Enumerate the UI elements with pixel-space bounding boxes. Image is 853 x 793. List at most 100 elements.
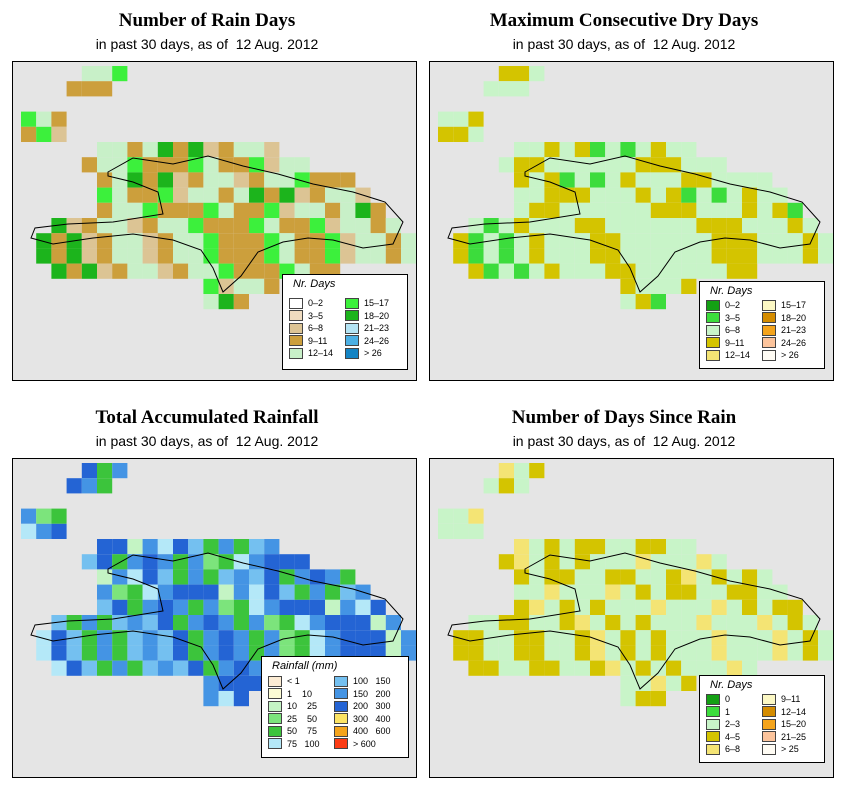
grid-cell bbox=[635, 554, 651, 570]
grid-cell bbox=[218, 294, 234, 310]
legend-label: 0–2 bbox=[308, 298, 324, 309]
grid-cell bbox=[127, 157, 143, 173]
grid-cell bbox=[325, 248, 341, 264]
grid-cell bbox=[294, 157, 310, 173]
grid-cell bbox=[590, 660, 606, 676]
grid-cell bbox=[81, 248, 97, 264]
legend-entry: 1 bbox=[706, 706, 740, 719]
legend-entry: > 25 bbox=[762, 743, 806, 756]
legend-entry: 9–11 bbox=[289, 335, 333, 348]
grid-cell bbox=[188, 599, 204, 615]
grid-cell bbox=[681, 142, 697, 158]
grid-cell bbox=[233, 248, 249, 264]
grid-cell bbox=[453, 111, 469, 127]
grid-cell bbox=[711, 599, 727, 615]
grid-cell bbox=[544, 645, 560, 661]
grid-cell bbox=[249, 599, 265, 615]
grid-cell bbox=[401, 233, 416, 249]
legend-swatch bbox=[289, 335, 303, 347]
grid-cell bbox=[514, 218, 530, 234]
grid-cell bbox=[605, 539, 621, 555]
legend-swatch bbox=[334, 675, 348, 687]
grid-cell bbox=[620, 691, 636, 707]
grid-cell bbox=[498, 463, 514, 479]
grid-cell bbox=[498, 81, 514, 97]
grid-cell bbox=[544, 157, 560, 173]
grid-cell bbox=[218, 599, 234, 615]
grid-cell bbox=[249, 172, 265, 188]
grid-cell bbox=[742, 630, 758, 646]
legend-label: 1 10 bbox=[287, 688, 313, 699]
grid-cell bbox=[574, 202, 590, 218]
grid-cell bbox=[666, 142, 682, 158]
grid-cell bbox=[650, 233, 666, 249]
panel-title: Total Accumulated Rainfall bbox=[95, 407, 319, 428]
grid-cell bbox=[605, 599, 621, 615]
grid-cell bbox=[514, 463, 530, 479]
grid-cell bbox=[51, 233, 67, 249]
grid-cell bbox=[498, 554, 514, 570]
grid-cell bbox=[468, 111, 484, 127]
legend-entry: 15–17 bbox=[345, 297, 389, 310]
grid-cell bbox=[218, 187, 234, 203]
grid-cell bbox=[742, 172, 758, 188]
grid-cell bbox=[66, 660, 82, 676]
grid-cell bbox=[544, 539, 560, 555]
legend-swatch bbox=[289, 322, 303, 334]
grid-cell bbox=[325, 615, 341, 631]
grid-cell bbox=[203, 660, 219, 676]
grid-cell bbox=[127, 233, 143, 249]
grid-cell bbox=[559, 263, 575, 279]
grid-cell bbox=[97, 478, 113, 494]
grid-cell bbox=[97, 157, 113, 173]
grid-cell bbox=[188, 218, 204, 234]
grid-cell bbox=[355, 218, 371, 234]
grid-cell bbox=[818, 645, 833, 661]
grid-cell bbox=[279, 630, 295, 646]
grid-cell bbox=[605, 142, 621, 158]
legend-col-right: 15–17 18–20 21–23 24–26 > 26 bbox=[762, 299, 806, 362]
grid-cell bbox=[157, 157, 173, 173]
grid-cell bbox=[590, 615, 606, 631]
grid-cell bbox=[483, 478, 499, 494]
panel-rain-days: Number of Rain Days in past 30 days, as … bbox=[0, 0, 417, 386]
grid-cell bbox=[787, 645, 803, 661]
grid-cell bbox=[696, 630, 712, 646]
legend-entry: 18–20 bbox=[345, 310, 389, 323]
grid-cell bbox=[188, 157, 204, 173]
grid-cell bbox=[97, 539, 113, 555]
grid-cell bbox=[173, 615, 189, 631]
grid-cell bbox=[620, 294, 636, 310]
grid-cell bbox=[173, 157, 189, 173]
grid-cell bbox=[681, 599, 697, 615]
grid-cell bbox=[112, 599, 128, 615]
grid-cell bbox=[51, 263, 67, 279]
legend-swatch bbox=[762, 743, 776, 755]
grid-cell bbox=[681, 539, 697, 555]
grid-cell bbox=[590, 569, 606, 585]
grid-cell bbox=[574, 660, 590, 676]
grid-cell bbox=[514, 660, 530, 676]
grid-cell bbox=[127, 630, 143, 646]
grid-cell bbox=[97, 66, 113, 82]
grid-cell bbox=[142, 202, 158, 218]
grid-cell bbox=[529, 584, 545, 600]
legend-entry: 50 75 bbox=[268, 725, 320, 738]
legend-swatch bbox=[289, 297, 303, 309]
grid-cell bbox=[249, 263, 265, 279]
grid-cell bbox=[666, 539, 682, 555]
grid-cell bbox=[325, 172, 341, 188]
grid-cell bbox=[514, 66, 530, 82]
grid-cell bbox=[772, 599, 788, 615]
grid-cell bbox=[681, 187, 697, 203]
grid-cell bbox=[559, 539, 575, 555]
grid-cell bbox=[590, 248, 606, 264]
grid-cell bbox=[97, 569, 113, 585]
grid-cell bbox=[483, 248, 499, 264]
grid-cell bbox=[97, 554, 113, 570]
legend-swatch bbox=[706, 693, 720, 705]
grid-cell bbox=[590, 172, 606, 188]
grid-cell bbox=[818, 248, 833, 264]
grid-cell bbox=[757, 630, 773, 646]
grid-cell bbox=[590, 584, 606, 600]
